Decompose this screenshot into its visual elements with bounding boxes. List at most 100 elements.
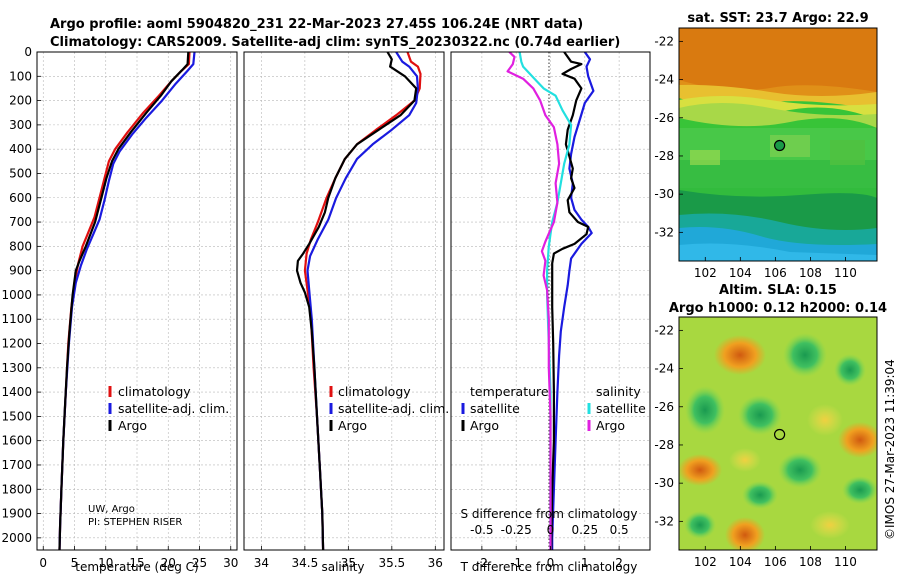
- map-x-tick-label: 102: [694, 555, 717, 569]
- sla-map: Altim. SLA: 0.15 Argo h1000: 0.12 h2000:…: [654, 283, 887, 569]
- legend-label-argo: Argo: [118, 418, 147, 433]
- x-tick-label: 34.5: [292, 556, 319, 570]
- temperature-tick-labels: 0 5 10 15 20 25 30: [39, 546, 238, 570]
- map-y-tick-label: -22: [654, 34, 674, 48]
- s-tick-label: -0.5: [470, 523, 493, 537]
- y-tick-label: 1200: [1, 337, 32, 351]
- map-y-tick-label: -26: [654, 400, 674, 414]
- legend-label-argo: Argo: [338, 418, 367, 433]
- s-tick-label: 0.25: [571, 523, 598, 537]
- salinity-xlabel: salinity: [321, 560, 364, 574]
- difference-lines: [506, 52, 595, 550]
- y-tick-label: 1900: [1, 507, 32, 521]
- y-tick-label: 800: [9, 239, 32, 253]
- salinity-axes-box: [243, 51, 445, 551]
- x-tick-label: 35: [341, 556, 356, 570]
- map-y-tick-label: -24: [654, 362, 674, 376]
- argo-float-marker: [773, 428, 786, 441]
- legend-label-t-satellite: satellite: [470, 401, 520, 416]
- x-tick-label: 1: [581, 556, 589, 570]
- difference-panel: -2 -1 0 1 2 -0.5 -0.25 0 0.25 0.5 S difference f…: [450, 51, 651, 574]
- y-tick-label: 0: [24, 45, 32, 59]
- map-y-tick-label: -26: [654, 111, 674, 125]
- x-tick-label: 36: [428, 556, 443, 570]
- difference-grid: [451, 51, 650, 550]
- map-x-tick-label: 106: [764, 266, 787, 280]
- y-tick-label: 600: [9, 191, 32, 205]
- y-tick-label: 1500: [1, 409, 32, 423]
- sst-map-frame: [678, 27, 878, 262]
- header-line-1: Argo profile: aoml 5904820_231 22-Mar-20…: [50, 17, 583, 32]
- map-y-tick-label: -30: [654, 476, 674, 490]
- credit-line-1: UW, Argo: [88, 504, 135, 515]
- temperature-lines: [58, 52, 196, 550]
- temperature-panel: 0100200300400500600700800900100011001200…: [1, 45, 238, 574]
- legend-title-salinity: salinity: [596, 384, 641, 399]
- x-tick-label: 0: [547, 556, 555, 570]
- y-tick-label: 2000: [1, 531, 32, 545]
- legend-label-climatology: climatology: [338, 384, 411, 399]
- x-tick-label: 15: [129, 556, 144, 570]
- salinity-grid: [244, 51, 444, 550]
- x-tick-label: 25: [192, 556, 207, 570]
- sst-map: sat. SST: 23.7 Argo: 22.9 102 104 106 108 11…: [654, 11, 878, 280]
- sst-map-title: sat. SST: 23.7 Argo: 22.9: [687, 11, 868, 26]
- s-tick-label: -0.25: [501, 523, 532, 537]
- x-tick-label: 34: [254, 556, 269, 570]
- legend-label-t-argo: Argo: [470, 418, 499, 433]
- copyright: ©IMOS 27-Mar-2023 11:39:04: [883, 359, 897, 540]
- y-tick-label: 1000: [1, 288, 32, 302]
- series-line-argo: [295, 52, 418, 550]
- x-tick-label: 5: [71, 556, 79, 570]
- argo-float-marker: [773, 139, 786, 152]
- map-y-tick-label: -30: [654, 187, 674, 201]
- t-difference-xlabel: T difference from climatology: [460, 560, 638, 574]
- s-difference-label: S difference from climatology: [461, 507, 638, 521]
- y-tick-label: 1100: [1, 312, 32, 326]
- header-line-2: Climatology: CARS2009. Satellite-adj cli…: [50, 35, 620, 50]
- series-line-s-argo: [506, 52, 561, 550]
- x-tick-label: -1: [510, 556, 522, 570]
- difference-legend: temperature salinity satellite Argo sate…: [461, 384, 646, 433]
- legend-label-s-argo: Argo: [596, 418, 625, 433]
- depth-tick-labels: 0 100 200 300 400 500 600 700 800 900 1000 1100 1200…: [1, 45, 41, 545]
- temperature-grid: [37, 51, 237, 550]
- x-tick-label: 10: [98, 556, 113, 570]
- x-tick-label: 30: [223, 556, 238, 570]
- t-difference-tick-labels: -2 -1 0 1 2: [476, 546, 623, 570]
- y-tick-label: 400: [9, 142, 32, 156]
- sla-map-title-1: Altim. SLA: 0.15: [719, 283, 837, 298]
- series-line-climatology: [58, 52, 191, 550]
- temperature-legend: climatology satellite-adj. clim. Argo: [108, 384, 229, 433]
- map-x-tick-label: 106: [764, 555, 787, 569]
- map-x-tick-label: 108: [799, 266, 822, 280]
- x-tick-label: 2: [615, 556, 623, 570]
- salinity-lines: [295, 52, 422, 550]
- series-line-t-argo: [550, 52, 590, 550]
- y-tick-label: 1800: [1, 482, 32, 496]
- map-x-tick-label: 108: [799, 555, 822, 569]
- map-y-tick-label: -28: [654, 438, 674, 452]
- sla-map-tick-labels: 102 104 106 108 110 -22 -24 -26 -28 -30 -32: [654, 323, 857, 569]
- map-y-tick-label: -32: [654, 514, 674, 528]
- series-line-climatology: [303, 52, 422, 550]
- y-tick-label: 100: [9, 69, 32, 83]
- map-y-tick-label: -24: [654, 73, 674, 87]
- sst-map-tick-labels: 102 104 106 108 110 -22 -24 -26 -28 -30 -32: [654, 34, 857, 280]
- map-y-tick-label: -28: [654, 149, 674, 163]
- credit-line-2: PI: STEPHEN RISER: [88, 517, 182, 528]
- legend-label-s-satellite: satellite: [596, 401, 646, 416]
- series-line-satellite-adj-clim-: [58, 52, 196, 550]
- salinity-legend: climatology satellite-adj. clim. Argo: [329, 384, 449, 433]
- y-tick-label: 1700: [1, 458, 32, 472]
- map-x-tick-label: 102: [694, 266, 717, 280]
- map-x-tick-label: 110: [834, 266, 857, 280]
- x-tick-label: -2: [476, 556, 488, 570]
- map-y-tick-label: -32: [654, 225, 674, 239]
- sla-map-frame: [678, 316, 878, 551]
- series-line-t-satellite: [551, 52, 595, 550]
- series-line-s-satellite: [518, 52, 573, 550]
- salinity-tick-labels: 34 34.5 35 35.5 36: [254, 546, 443, 570]
- salinity-panel: 34 34.5 35 35.5 36 salinity climatology sate…: [243, 51, 449, 574]
